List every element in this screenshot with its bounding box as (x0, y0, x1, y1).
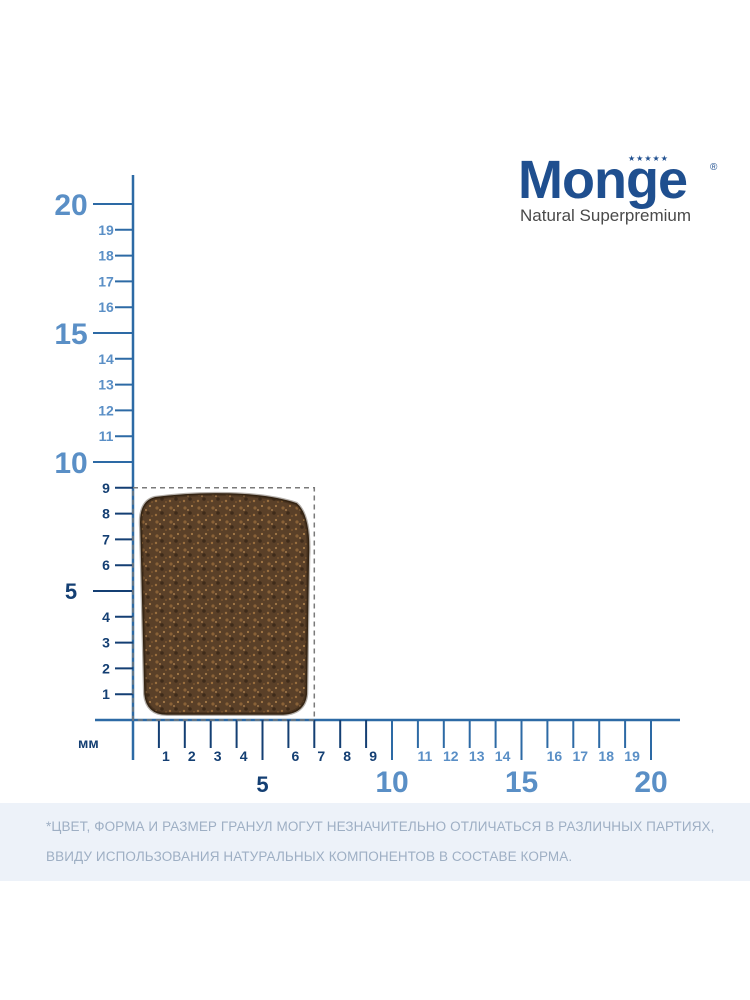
monge-logo: Monge ★★★★★ ® Natural Superpremium (518, 150, 728, 230)
vertical-minor-label: 12 (98, 402, 114, 418)
horizontal-minor-label: 12 (443, 748, 459, 764)
horizontal-major-label: 5 (256, 772, 268, 797)
vertical-minor-label: 6 (102, 557, 110, 573)
horizontal-minor-label: 17 (573, 748, 589, 764)
vertical-minor-label: 19 (98, 222, 114, 238)
disclaimer-line-2: ВВИДУ ИСПОЛЬЗОВАНИЯ НАТУРАЛЬНЫХ КОМПОНЕН… (46, 849, 573, 864)
logo-wordmark: Monge (518, 150, 688, 210)
horizontal-minor-label: 2 (188, 748, 196, 764)
kibble-shadow (138, 491, 311, 716)
horizontal-minor-label: 6 (292, 748, 300, 764)
horizontal-minor-label: 9 (369, 748, 377, 764)
crown-stars-icon: ★★★★★ (628, 154, 669, 163)
horizontal-major-label: 15 (505, 766, 538, 799)
horizontal-minor-label: 4 (240, 748, 248, 764)
vertical-minor-label: 4 (102, 609, 110, 625)
horizontal-minor-label: 8 (343, 748, 351, 764)
vertical-minor-label: 11 (99, 428, 114, 444)
horizontal-major-label: 20 (634, 766, 667, 799)
vertical-minor-label: 14 (98, 351, 114, 367)
horizontal-minor-label: 1 (162, 748, 170, 764)
horizontal-minor-label: 16 (547, 748, 563, 764)
vertical-minor-label: 9 (102, 480, 110, 496)
vertical-minor-label: 2 (102, 660, 110, 676)
vertical-major-label: 15 (54, 318, 87, 351)
horizontal-minor-label: 18 (598, 748, 614, 764)
size-box (132, 487, 316, 721)
horizontal-minor-label: 19 (624, 748, 640, 764)
vertical-minor-label: 3 (102, 635, 110, 651)
kibble-image (140, 493, 310, 715)
disclaimer-line-1: *ЦВЕТ, ФОРМА И РАЗМЕР ГРАНУЛ МОГУТ НЕЗНА… (46, 819, 715, 834)
horizontal-minor-label: 14 (495, 748, 511, 764)
vertical-minor-label: 1 (102, 686, 110, 702)
horizontal-minor-label: 11 (417, 748, 432, 764)
vertical-minor-label: 18 (98, 248, 114, 264)
vertical-minor-label: 13 (98, 377, 114, 393)
horizontal-minor-label: 3 (214, 748, 222, 764)
disclaimer-banner: *ЦВЕТ, ФОРМА И РАЗМЕР ГРАНУЛ МОГУТ НЕЗНА… (0, 803, 750, 881)
vertical-minor-label: 17 (98, 273, 114, 289)
vertical-minor-label: 8 (102, 506, 110, 522)
unit-label: мм (78, 735, 99, 751)
vertical-major-label: 5 (65, 579, 77, 604)
horizontal-major-label: 10 (375, 766, 408, 799)
logo-tagline: Natural Superpremium (520, 206, 692, 225)
vertical-minor-label: 16 (98, 299, 114, 315)
registered-mark: ® (710, 162, 718, 173)
vertical-major-label: 10 (54, 447, 87, 480)
horizontal-minor-label: 13 (469, 748, 485, 764)
horizontal-minor-label: 7 (317, 748, 325, 764)
vertical-major-label: 20 (54, 189, 87, 222)
vertical-minor-label: 7 (102, 531, 110, 547)
